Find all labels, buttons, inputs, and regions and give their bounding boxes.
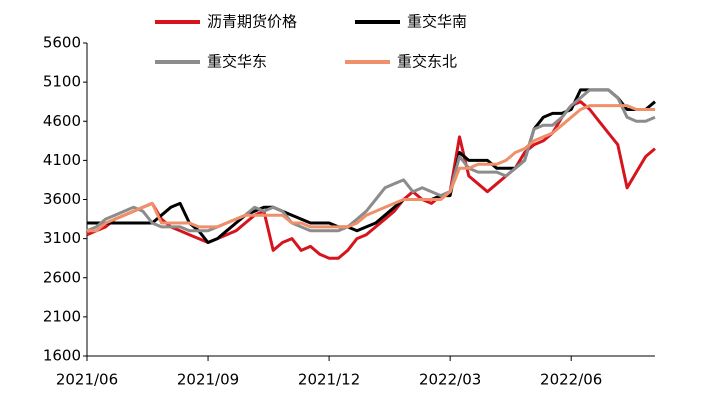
y-tick-label: 5100 <box>43 73 81 91</box>
y-tick-label: 4100 <box>43 151 81 169</box>
y-tick-label: 3100 <box>43 229 81 247</box>
y-tick-label: 5600 <box>43 34 81 52</box>
series-line <box>86 100 656 260</box>
x-tick-label: 2022/03 <box>419 371 481 389</box>
series-line <box>86 88 656 233</box>
series-line <box>87 104 655 233</box>
x-tick-label: 2021/12 <box>298 371 360 389</box>
y-tick-label: 1600 <box>43 347 81 365</box>
legend-label: 沥青期货价格 <box>207 13 297 31</box>
legend-label: 重交华东 <box>207 53 267 71</box>
x-tick-label: 2021/09 <box>177 371 239 389</box>
legend-label: 重交东北 <box>397 53 457 71</box>
legend-label: 重交华南 <box>407 13 467 31</box>
y-tick-label: 2600 <box>43 268 81 286</box>
x-tick-label: 2022/06 <box>540 371 602 389</box>
series-line <box>87 88 656 244</box>
y-tick-label: 3600 <box>43 190 81 208</box>
x-tick-label: 2021/06 <box>56 371 118 389</box>
y-tick-label: 2100 <box>43 307 81 325</box>
y-tick-label: 4600 <box>43 112 81 130</box>
